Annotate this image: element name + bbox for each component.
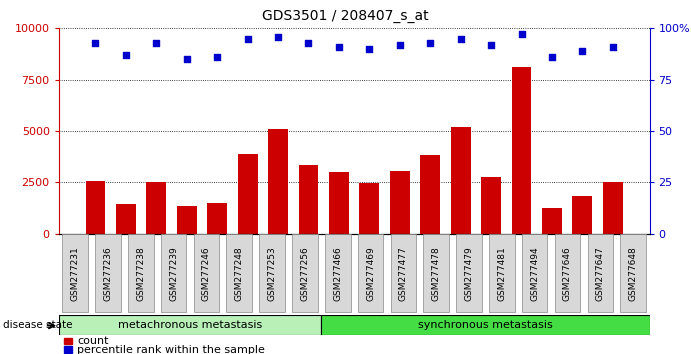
Bar <box>268 129 288 234</box>
Bar <box>146 182 167 234</box>
Text: GSM277238: GSM277238 <box>136 246 145 301</box>
FancyBboxPatch shape <box>259 234 285 313</box>
FancyBboxPatch shape <box>161 234 187 313</box>
Point <box>516 32 527 37</box>
Point <box>547 54 558 60</box>
Text: GSM277236: GSM277236 <box>104 246 113 301</box>
FancyBboxPatch shape <box>59 315 321 335</box>
Point <box>395 42 406 47</box>
Point <box>455 36 466 41</box>
FancyBboxPatch shape <box>424 234 449 313</box>
Text: GSM277231: GSM277231 <box>70 246 79 301</box>
Point <box>181 56 192 62</box>
FancyBboxPatch shape <box>621 234 646 313</box>
Text: GSM277239: GSM277239 <box>169 246 178 301</box>
Text: GSM277479: GSM277479 <box>464 246 473 301</box>
Bar <box>238 154 258 234</box>
FancyBboxPatch shape <box>128 234 153 313</box>
Bar <box>299 165 319 234</box>
Text: GDS3501 / 208407_s_at: GDS3501 / 208407_s_at <box>262 9 429 23</box>
Point <box>364 46 375 52</box>
Point <box>486 42 497 47</box>
Point <box>425 40 436 46</box>
Point <box>90 40 101 46</box>
Bar <box>542 208 562 234</box>
Text: GSM277477: GSM277477 <box>399 246 408 301</box>
Point <box>607 44 618 50</box>
FancyBboxPatch shape <box>62 234 88 313</box>
Bar <box>511 67 531 234</box>
FancyBboxPatch shape <box>456 234 482 313</box>
Bar <box>390 171 410 234</box>
FancyBboxPatch shape <box>193 234 219 313</box>
Bar <box>420 155 440 234</box>
FancyBboxPatch shape <box>321 315 650 335</box>
Text: GSM277481: GSM277481 <box>498 246 507 301</box>
Text: count: count <box>77 336 108 346</box>
Text: GSM277494: GSM277494 <box>530 246 539 301</box>
Text: GSM277253: GSM277253 <box>267 246 276 301</box>
FancyBboxPatch shape <box>522 234 547 313</box>
Text: GSM277469: GSM277469 <box>366 246 375 301</box>
FancyBboxPatch shape <box>227 234 252 313</box>
Text: synchronous metastasis: synchronous metastasis <box>418 320 553 330</box>
Bar <box>86 181 105 234</box>
Bar <box>177 206 197 234</box>
FancyBboxPatch shape <box>95 234 121 313</box>
Bar <box>603 182 623 234</box>
Point <box>211 54 223 60</box>
Text: metachronous metastasis: metachronous metastasis <box>118 320 262 330</box>
Bar <box>207 203 227 234</box>
Point <box>303 40 314 46</box>
Text: GSM277478: GSM277478 <box>432 246 441 301</box>
FancyBboxPatch shape <box>292 234 318 313</box>
Text: GSM277647: GSM277647 <box>596 246 605 301</box>
Bar <box>359 183 379 234</box>
FancyBboxPatch shape <box>325 234 350 313</box>
Point <box>577 48 588 54</box>
Text: GSM277246: GSM277246 <box>202 246 211 301</box>
Bar <box>481 177 501 234</box>
Text: GSM277648: GSM277648 <box>629 246 638 301</box>
Bar <box>116 204 136 234</box>
Text: GSM277256: GSM277256 <box>301 246 310 301</box>
FancyBboxPatch shape <box>587 234 613 313</box>
FancyBboxPatch shape <box>489 234 515 313</box>
Text: percentile rank within the sample: percentile rank within the sample <box>77 345 265 354</box>
Bar <box>64 338 73 344</box>
Bar <box>572 196 592 234</box>
Text: GSM277466: GSM277466 <box>333 246 342 301</box>
Point <box>151 40 162 46</box>
Text: GSM277646: GSM277646 <box>563 246 572 301</box>
Point <box>120 52 131 58</box>
Text: GSM277248: GSM277248 <box>235 246 244 301</box>
FancyBboxPatch shape <box>390 234 416 313</box>
Point <box>333 44 344 50</box>
Point <box>242 36 253 41</box>
Bar <box>451 127 471 234</box>
Bar <box>329 172 349 234</box>
FancyBboxPatch shape <box>358 234 384 313</box>
Text: disease state: disease state <box>3 320 73 330</box>
FancyBboxPatch shape <box>555 234 580 313</box>
Point <box>272 34 283 39</box>
Bar <box>64 346 73 353</box>
